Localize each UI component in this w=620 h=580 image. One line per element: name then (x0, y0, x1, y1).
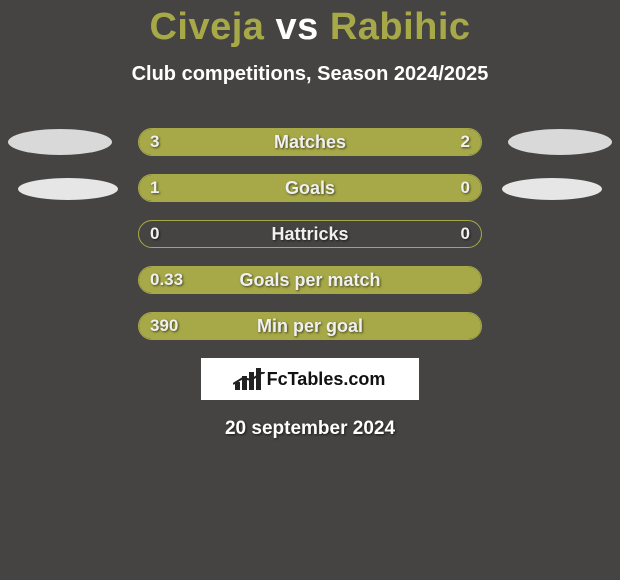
logo-text: FcTables.com (267, 369, 386, 390)
bar-track (138, 128, 482, 156)
bar-fill-left (139, 175, 399, 201)
stat-row-matches: Matches32 (0, 128, 620, 156)
team-badge-right (502, 178, 602, 200)
comparison-title: Civeja vs Rabihic (0, 0, 620, 49)
bar-fill-right (399, 175, 481, 201)
bar-track (138, 312, 482, 340)
bar-fill-right (344, 129, 481, 155)
bar-track (138, 266, 482, 294)
bar-track (138, 174, 482, 202)
logo-bars-icon (235, 368, 263, 390)
stat-row-goals: Goals10 (0, 174, 620, 202)
stat-row-min-per-goal: Min per goal390 (0, 312, 620, 340)
team-badge-left (18, 178, 118, 200)
stat-row-goals-per-match: Goals per match0.33 (0, 266, 620, 294)
player1-name: Civeja (149, 6, 264, 48)
vs-text: vs (275, 6, 318, 48)
team-badge-right (508, 129, 612, 155)
bar-track (138, 220, 482, 248)
bar-fill-left (139, 313, 481, 339)
bar-fill-left (139, 129, 344, 155)
player2-name: Rabihic (330, 6, 471, 48)
bar-fill-left (139, 267, 481, 293)
comparison-bars: Matches32 Goals10 Hattricks00 Goals per mat… (0, 128, 620, 340)
date-text: 20 september 2024 (0, 418, 620, 440)
team-badge-left (8, 129, 112, 155)
stat-row-hattricks: Hattricks00 (0, 220, 620, 248)
subtitle: Club competitions, Season 2024/2025 (0, 63, 620, 86)
logo-box: FcTables.com (201, 358, 419, 400)
